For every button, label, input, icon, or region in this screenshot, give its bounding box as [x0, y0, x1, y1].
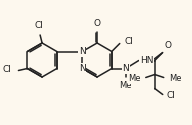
Text: Cl: Cl — [167, 91, 176, 100]
Text: Cl: Cl — [35, 21, 44, 30]
Text: Cl: Cl — [2, 65, 11, 74]
Text: O: O — [94, 19, 101, 28]
Text: Me: Me — [128, 74, 141, 83]
Text: Me: Me — [119, 80, 132, 90]
Text: HN: HN — [140, 56, 153, 65]
Text: O: O — [165, 42, 172, 50]
Text: Cl: Cl — [125, 37, 134, 46]
Text: Me: Me — [169, 74, 181, 83]
Text: N: N — [79, 47, 86, 56]
Text: N: N — [122, 64, 129, 73]
Text: N: N — [79, 64, 86, 73]
